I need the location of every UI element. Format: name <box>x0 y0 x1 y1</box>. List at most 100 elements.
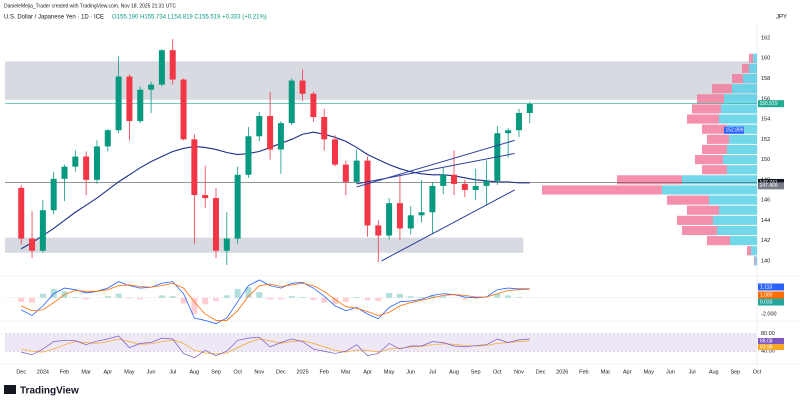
macd-hist <box>407 296 414 298</box>
macd-hist <box>332 297 339 305</box>
macd-hist <box>505 295 512 298</box>
y-tick-label: 160 <box>761 56 770 62</box>
candle-body <box>223 238 230 251</box>
macd-hist <box>375 297 382 302</box>
macd-hist <box>461 297 468 300</box>
candle-body <box>332 139 339 165</box>
candle-body <box>451 174 458 184</box>
price-label: 147.409 <box>760 183 778 189</box>
x-tick-label: 2025 <box>296 369 308 375</box>
macd-hist <box>364 297 371 301</box>
macd-hist <box>104 296 111 298</box>
x-tick-label: Oct <box>753 369 762 375</box>
candle-body <box>353 160 360 182</box>
vp-down <box>687 205 719 215</box>
vp-down <box>707 236 730 246</box>
macd-hist <box>223 295 230 298</box>
macd-label-bg <box>758 283 784 291</box>
x-tick-label: Sep <box>471 369 481 375</box>
macd-hist <box>212 297 219 302</box>
x-tick-label: Mar <box>341 369 351 375</box>
candle-body <box>93 146 100 180</box>
macd-hist <box>39 293 46 298</box>
price-label-bg <box>724 126 744 134</box>
vp-up <box>662 185 757 195</box>
macd-label: 1.113 <box>760 284 772 290</box>
vp-up <box>729 134 757 144</box>
candle-body <box>472 185 479 190</box>
candle-body <box>72 156 79 167</box>
candle-body <box>396 203 403 229</box>
candle-body <box>440 174 447 186</box>
macd-hist <box>169 296 176 298</box>
candle-body <box>375 225 382 236</box>
x-tick-label: Aug <box>189 369 199 375</box>
macd-hist <box>386 292 393 298</box>
macd-hist <box>245 287 252 298</box>
x-tick-label: May <box>644 369 655 375</box>
vp-down <box>687 114 719 124</box>
candle-body <box>505 130 512 134</box>
x-tick-label: May <box>384 369 395 375</box>
candle-body <box>288 80 295 124</box>
rsi-tick-label: 80.00 <box>761 331 775 337</box>
candle-body <box>267 116 274 150</box>
x-tick-label: Dec <box>276 369 286 375</box>
macd-hist <box>191 297 198 314</box>
vp-up <box>719 114 757 124</box>
macd-hist <box>115 293 122 298</box>
macd-hist <box>321 297 328 303</box>
vp-up <box>721 104 757 114</box>
x-tick-label: 2026 <box>556 369 568 375</box>
vp-up <box>732 84 757 94</box>
x-tick-label: Apr <box>623 369 632 375</box>
candle-body <box>191 139 198 196</box>
macd-label-bg <box>758 298 784 306</box>
x-tick-label: Jun <box>406 369 415 375</box>
trendline <box>381 189 515 262</box>
candle-body <box>137 89 144 122</box>
macd-hist <box>18 297 25 302</box>
x-tick-label: Mar <box>81 369 91 375</box>
vp-down <box>749 53 753 63</box>
x-tick-label: Jul <box>169 369 176 375</box>
vp-up <box>727 165 757 175</box>
vp-down <box>747 246 751 256</box>
macd-hist <box>256 292 263 298</box>
vp-up <box>730 236 757 246</box>
candle-body <box>115 76 122 131</box>
symbol: U.S. Dollar / Japanese Yen · 1D · ICE <box>4 15 104 21</box>
x-tick-label: May <box>124 369 135 375</box>
macd-hist <box>396 293 403 298</box>
y-tick-label: 150 <box>761 157 770 163</box>
vp-up <box>724 94 757 104</box>
macd-hist <box>277 297 284 300</box>
macd-hist <box>267 297 274 300</box>
candle-body <box>386 203 393 236</box>
x-tick-label: Jul <box>429 369 436 375</box>
vp-down <box>732 73 743 84</box>
vp-up <box>713 215 757 225</box>
macd-tick-label: -2.000 <box>761 311 777 317</box>
candle-body <box>29 238 36 251</box>
x-tick-label: Aug <box>449 369 459 375</box>
candle-body <box>364 160 371 226</box>
macd-hist <box>494 293 501 298</box>
candle-body <box>83 156 90 180</box>
candle-body <box>483 180 490 186</box>
candle-body <box>234 174 241 239</box>
macd-label-bg <box>758 291 784 299</box>
candle-body <box>515 112 522 131</box>
macd-hist <box>72 296 79 298</box>
x-tick-label: Dec <box>536 369 546 375</box>
macd-label: 1.080 <box>760 292 773 298</box>
x-tick-label: Apr <box>104 369 113 375</box>
macd-hist <box>310 297 317 301</box>
macd-hist <box>429 295 436 298</box>
x-tick-label: Jun <box>666 369 675 375</box>
macd-hist <box>288 296 295 298</box>
x-tick-label: Aug <box>709 369 719 375</box>
vp-down <box>677 215 713 225</box>
rsi-band <box>5 333 757 352</box>
candle-body <box>202 195 209 199</box>
